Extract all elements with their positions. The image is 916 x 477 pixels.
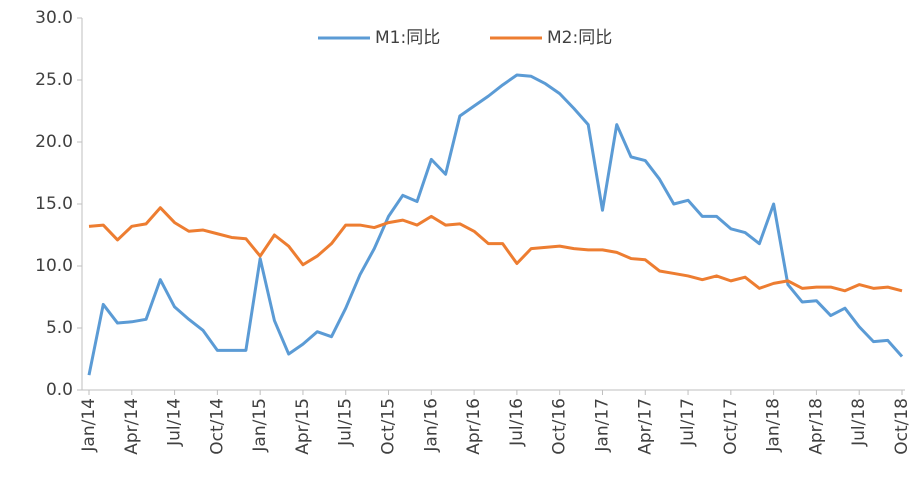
y-tick-label: 20.0 [35, 132, 73, 152]
x-tick-label: Apr/18 [806, 398, 826, 455]
x-tick-label: Oct/14 [207, 398, 227, 455]
legend-label: M2:同比 [547, 28, 612, 48]
x-tick-label: Jan/14 [79, 398, 99, 453]
series-line [87, 73, 904, 376]
y-tick-label: 25.0 [35, 70, 73, 90]
y-tick-label: 0.0 [46, 380, 73, 400]
x-tick-label: Oct/17 [721, 398, 741, 455]
legend-label: M1:同比 [375, 28, 440, 48]
x-tick-label: Jul/17 [678, 398, 698, 447]
x-tick-label: Jul/14 [165, 398, 185, 447]
x-tick-label: Apr/14 [122, 398, 142, 455]
series-line [88, 206, 903, 293]
x-tick-label: Jan/16 [421, 398, 441, 453]
x-tick-label: Apr/16 [464, 398, 484, 455]
x-tick-label: Jul/15 [336, 398, 356, 447]
x-tick-label: Oct/15 [379, 398, 399, 455]
x-tick-label: Jan/18 [764, 398, 784, 453]
x-tick-label: Apr/17 [635, 398, 655, 455]
y-tick-label: 15.0 [35, 194, 73, 214]
x-tick-label: Apr/15 [293, 398, 313, 455]
x-tick-label: Jul/16 [507, 398, 527, 447]
x-tick-label: Oct/18 [892, 398, 912, 455]
y-tick-label: 5.0 [46, 318, 73, 338]
x-tick-label: Oct/16 [550, 398, 570, 455]
y-tick-label: 10.0 [35, 256, 73, 276]
x-tick-label: Jan/17 [592, 398, 612, 453]
y-tick-label: 30.0 [35, 8, 73, 28]
x-tick-label: Jul/18 [849, 398, 869, 447]
x-tick-label: Jan/15 [250, 398, 270, 453]
